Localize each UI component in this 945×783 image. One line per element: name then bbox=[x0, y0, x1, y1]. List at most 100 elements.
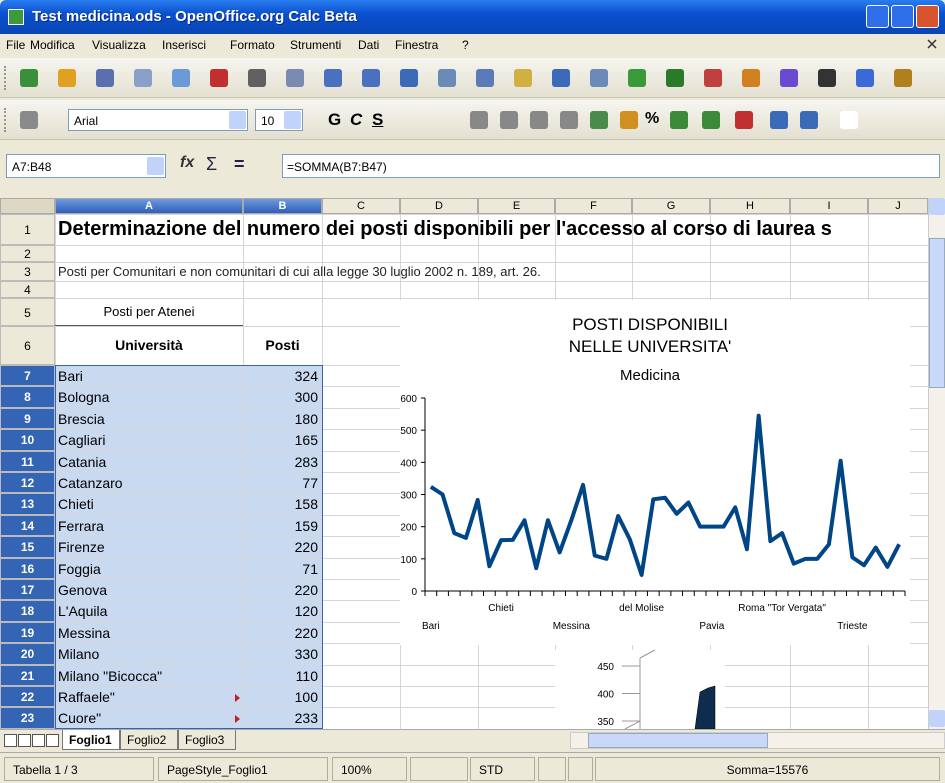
sheet-tab[interactable]: Foglio3 bbox=[178, 730, 236, 750]
formula-text: =SOMMA(B7:B47) bbox=[287, 160, 387, 174]
status-field: Tabella 1 / 3 bbox=[4, 757, 154, 781]
toolbar-button[interactable] bbox=[552, 69, 570, 87]
tab-nav-button[interactable] bbox=[46, 734, 59, 747]
formula-icon[interactable]: fx bbox=[180, 154, 194, 172]
tab-nav-button[interactable] bbox=[4, 734, 17, 747]
sheet-tab[interactable]: Foglio2 bbox=[120, 730, 178, 750]
status-bar: Tabella 1 / 3PageStyle_Foglio1100%STDSom… bbox=[0, 752, 945, 783]
toolbar-button[interactable] bbox=[362, 69, 380, 87]
tab-nav-button[interactable] bbox=[18, 734, 31, 747]
sheet-grid: ABCDEFGHIJ123456789101112131415161718192… bbox=[0, 198, 928, 729]
toolbar-button[interactable] bbox=[476, 69, 494, 87]
toolbar-grip bbox=[4, 66, 7, 90]
toolbar-button[interactable] bbox=[800, 111, 818, 129]
toolbar-button[interactable] bbox=[500, 111, 518, 129]
x-tick-label: Chieti bbox=[488, 603, 514, 614]
toolbar-button[interactable] bbox=[818, 69, 836, 87]
close-doc-button[interactable] bbox=[926, 37, 938, 51]
sheet-tab[interactable]: Foglio1 bbox=[62, 730, 120, 750]
formula-icon[interactable]: Σ bbox=[206, 154, 217, 175]
font-name: Arial bbox=[74, 114, 98, 128]
app-icon bbox=[8, 9, 24, 25]
toolbar-button[interactable] bbox=[210, 69, 228, 87]
scroll-down[interactable] bbox=[929, 710, 945, 727]
name-box[interactable]: A7:B48 bbox=[6, 154, 166, 178]
toolbar-button[interactable] bbox=[620, 111, 638, 129]
toolbar-button[interactable] bbox=[742, 69, 760, 87]
y-tick-label: 300 bbox=[400, 491, 417, 502]
toolbar-button[interactable] bbox=[286, 69, 304, 87]
format-button[interactable]: C bbox=[350, 110, 362, 130]
font-name-box[interactable]: Arial bbox=[68, 109, 248, 131]
calc-window: Test medicina.ods - OpenOffice.org Calc … bbox=[0, 0, 945, 783]
toolbar-button[interactable] bbox=[172, 69, 190, 87]
menu-item[interactable]: File bbox=[6, 38, 25, 52]
menu-item[interactable]: Visualizza bbox=[92, 38, 146, 52]
status-field: PageStyle_Foglio1 bbox=[158, 757, 328, 781]
toolbar-button[interactable] bbox=[96, 69, 114, 87]
toolbar-button[interactable] bbox=[856, 69, 874, 87]
cell-reference: A7:B48 bbox=[12, 160, 51, 174]
menu-item[interactable]: ? bbox=[462, 38, 469, 52]
formula-icon[interactable]: = bbox=[234, 154, 245, 175]
toolbar-button[interactable] bbox=[470, 111, 488, 129]
format-button[interactable]: G bbox=[328, 110, 341, 130]
toolbar-button[interactable] bbox=[666, 69, 684, 87]
toolbar-button[interactable] bbox=[590, 69, 608, 87]
toolbar-button[interactable] bbox=[400, 69, 418, 87]
dropdown-arrow bbox=[147, 157, 164, 175]
toolbar-button[interactable] bbox=[20, 111, 38, 129]
charts: POSTI DISPONIBILINELLE UNIVERSITA'Medici… bbox=[0, 198, 928, 729]
percent-button[interactable]: % bbox=[645, 110, 659, 128]
status-field: 100% bbox=[332, 757, 407, 781]
scroll-up[interactable] bbox=[929, 198, 945, 215]
menu-item[interactable]: Dati bbox=[358, 38, 379, 52]
toolbar-button[interactable] bbox=[735, 111, 753, 129]
tab-nav-button[interactable] bbox=[32, 734, 45, 747]
toolbar-button[interactable] bbox=[438, 69, 456, 87]
chart-subtitle: Medicina bbox=[620, 367, 681, 384]
menu-bar: File Modifica Visualizza Inserisci Formato St… bbox=[0, 34, 945, 56]
toolbar bbox=[0, 58, 945, 98]
scroll-thumb[interactable] bbox=[929, 238, 945, 388]
close-button[interactable] bbox=[916, 5, 939, 28]
toolbar-button[interactable] bbox=[704, 69, 722, 87]
status-field bbox=[410, 757, 468, 781]
toolbar-button[interactable] bbox=[248, 69, 266, 87]
y-tick-label: 400 bbox=[597, 690, 614, 701]
menu-item[interactable]: Strumenti bbox=[290, 38, 341, 52]
status-field: Somma=15576 bbox=[595, 757, 940, 781]
toolbar-button[interactable] bbox=[590, 111, 608, 129]
toolbar-button[interactable] bbox=[58, 69, 76, 87]
x-tick-label: del Molise bbox=[619, 603, 664, 614]
toolbar-button[interactable] bbox=[514, 69, 532, 87]
close-glyph bbox=[926, 37, 938, 51]
format-button[interactable]: S bbox=[372, 110, 383, 130]
toolbar-button[interactable] bbox=[670, 111, 688, 129]
menu-item[interactable]: Finestra bbox=[395, 38, 438, 52]
minimize-button[interactable] bbox=[866, 5, 889, 28]
toolbar-button[interactable] bbox=[840, 111, 858, 129]
toolbar-button[interactable] bbox=[770, 111, 788, 129]
toolbar-button[interactable] bbox=[780, 69, 798, 87]
y-tick-label: 350 bbox=[597, 717, 614, 728]
menu-item[interactable]: Formato bbox=[230, 38, 275, 52]
toolbar-button[interactable] bbox=[628, 69, 646, 87]
x-tick-label: Roma "Tor Vergata" bbox=[738, 603, 826, 614]
font-size-box[interactable]: 10 bbox=[255, 109, 303, 131]
toolbar-button[interactable] bbox=[324, 69, 342, 87]
toolbar-button[interactable] bbox=[530, 111, 548, 129]
y-tick-label: 450 bbox=[597, 662, 614, 673]
maximize-button[interactable] bbox=[891, 5, 914, 28]
toolbar-button[interactable] bbox=[134, 69, 152, 87]
toolbar-button[interactable] bbox=[20, 69, 38, 87]
toolbar-button[interactable] bbox=[702, 111, 720, 129]
x-tick-label: Pavia bbox=[699, 621, 724, 632]
menu-item[interactable]: Modifica bbox=[30, 38, 75, 52]
toolbar-button[interactable] bbox=[560, 111, 578, 129]
h-scroll-thumb[interactable] bbox=[588, 733, 768, 748]
menu-item[interactable]: Inserisci bbox=[162, 38, 206, 52]
formula-bar: A7:B48 fx Σ = =SOMMA(B7:B47) bbox=[0, 146, 945, 192]
y-tick-label: 200 bbox=[400, 523, 417, 534]
toolbar-button[interactable] bbox=[894, 69, 912, 87]
